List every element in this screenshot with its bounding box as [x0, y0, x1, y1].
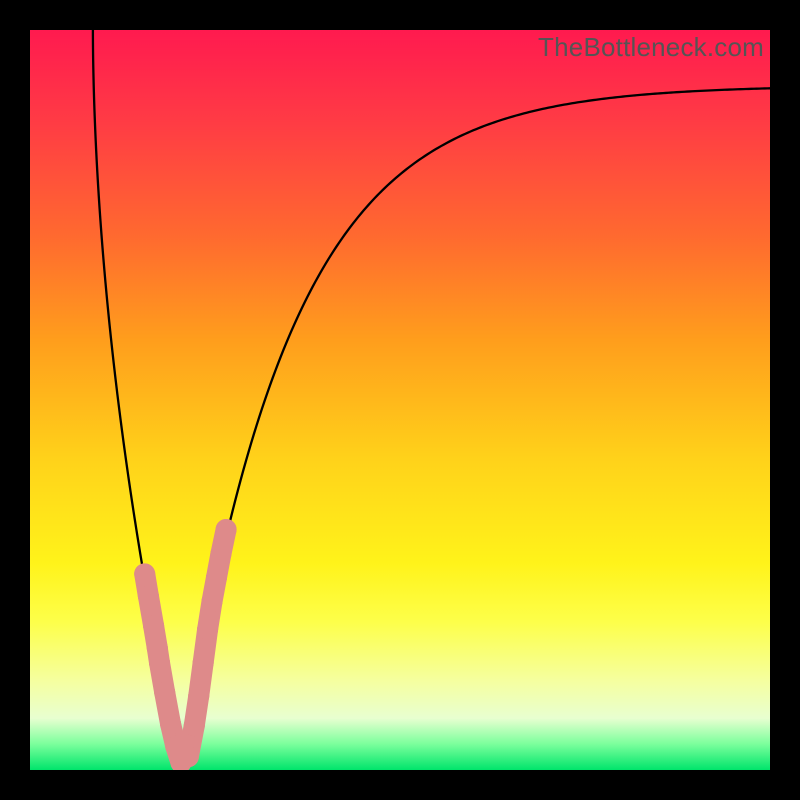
gradient-background: [30, 30, 770, 770]
marker-dot: [184, 715, 205, 736]
marker-dot: [160, 714, 181, 735]
marker-dot: [188, 686, 209, 707]
marker-dot: [143, 615, 164, 636]
marker-dot: [149, 652, 170, 673]
marker-dot: [134, 563, 155, 584]
marker-dot: [216, 519, 237, 540]
watermark-text: TheBottleneck.com: [538, 32, 764, 63]
chart-svg: [30, 30, 770, 770]
marker-dot: [138, 586, 159, 607]
marker-dot: [210, 543, 231, 564]
marker-dot: [193, 652, 214, 673]
marker-dot: [206, 567, 227, 588]
plot-area: [30, 30, 770, 770]
marker-dot: [197, 619, 218, 640]
marker-dot: [154, 682, 175, 703]
chart-frame: TheBottleneck.com: [0, 0, 800, 800]
marker-dot: [178, 746, 199, 767]
marker-dot: [202, 591, 223, 612]
